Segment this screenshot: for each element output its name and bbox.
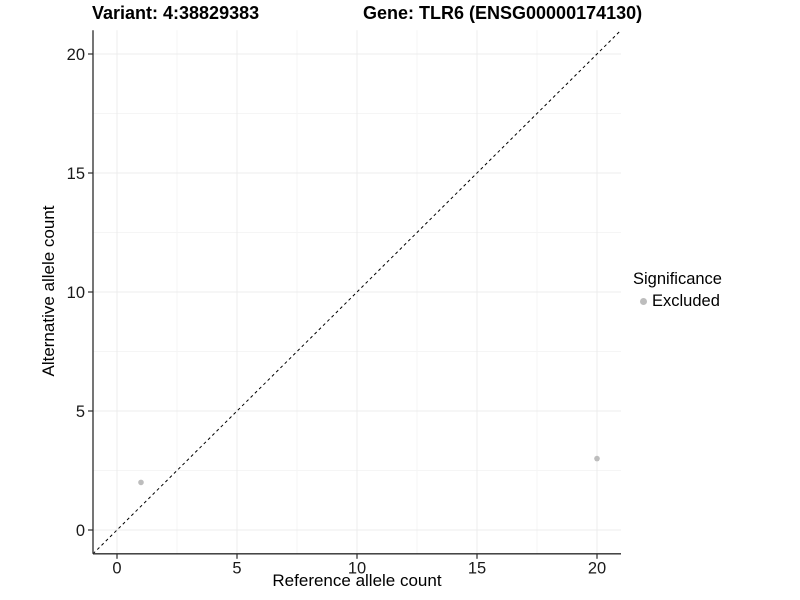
y-tick-label: 15 <box>67 165 85 183</box>
y-tick-label: 20 <box>67 46 85 64</box>
gene-title: Gene: TLR6 (ENSG00000174130) <box>363 3 643 23</box>
legend: Significance Excluded <box>633 270 722 311</box>
data-point <box>138 479 144 486</box>
variant-title: Variant: 4:38829383 <box>92 3 260 23</box>
legend-entry-label: Excluded <box>652 292 720 310</box>
y-tick-label: 10 <box>67 284 85 302</box>
x-tick-label: 5 <box>232 559 241 577</box>
x-tick-label: 0 <box>112 559 121 577</box>
x-axis-title: Reference allele count <box>272 571 442 590</box>
x-tick-label: 20 <box>588 559 606 577</box>
y-axis-title: Alternative allele count <box>39 205 58 377</box>
legend-title: Significance <box>633 270 722 288</box>
x-tick-label: 10 <box>348 559 366 577</box>
excluded-point-icon <box>640 298 647 305</box>
legend-entry-excluded: Excluded <box>633 292 722 311</box>
identity-line <box>92 29 622 555</box>
x-tick-label: 15 <box>468 559 486 577</box>
data-point <box>594 455 600 462</box>
y-tick-label: 5 <box>76 403 85 421</box>
y-tick-label: 0 <box>76 522 85 540</box>
